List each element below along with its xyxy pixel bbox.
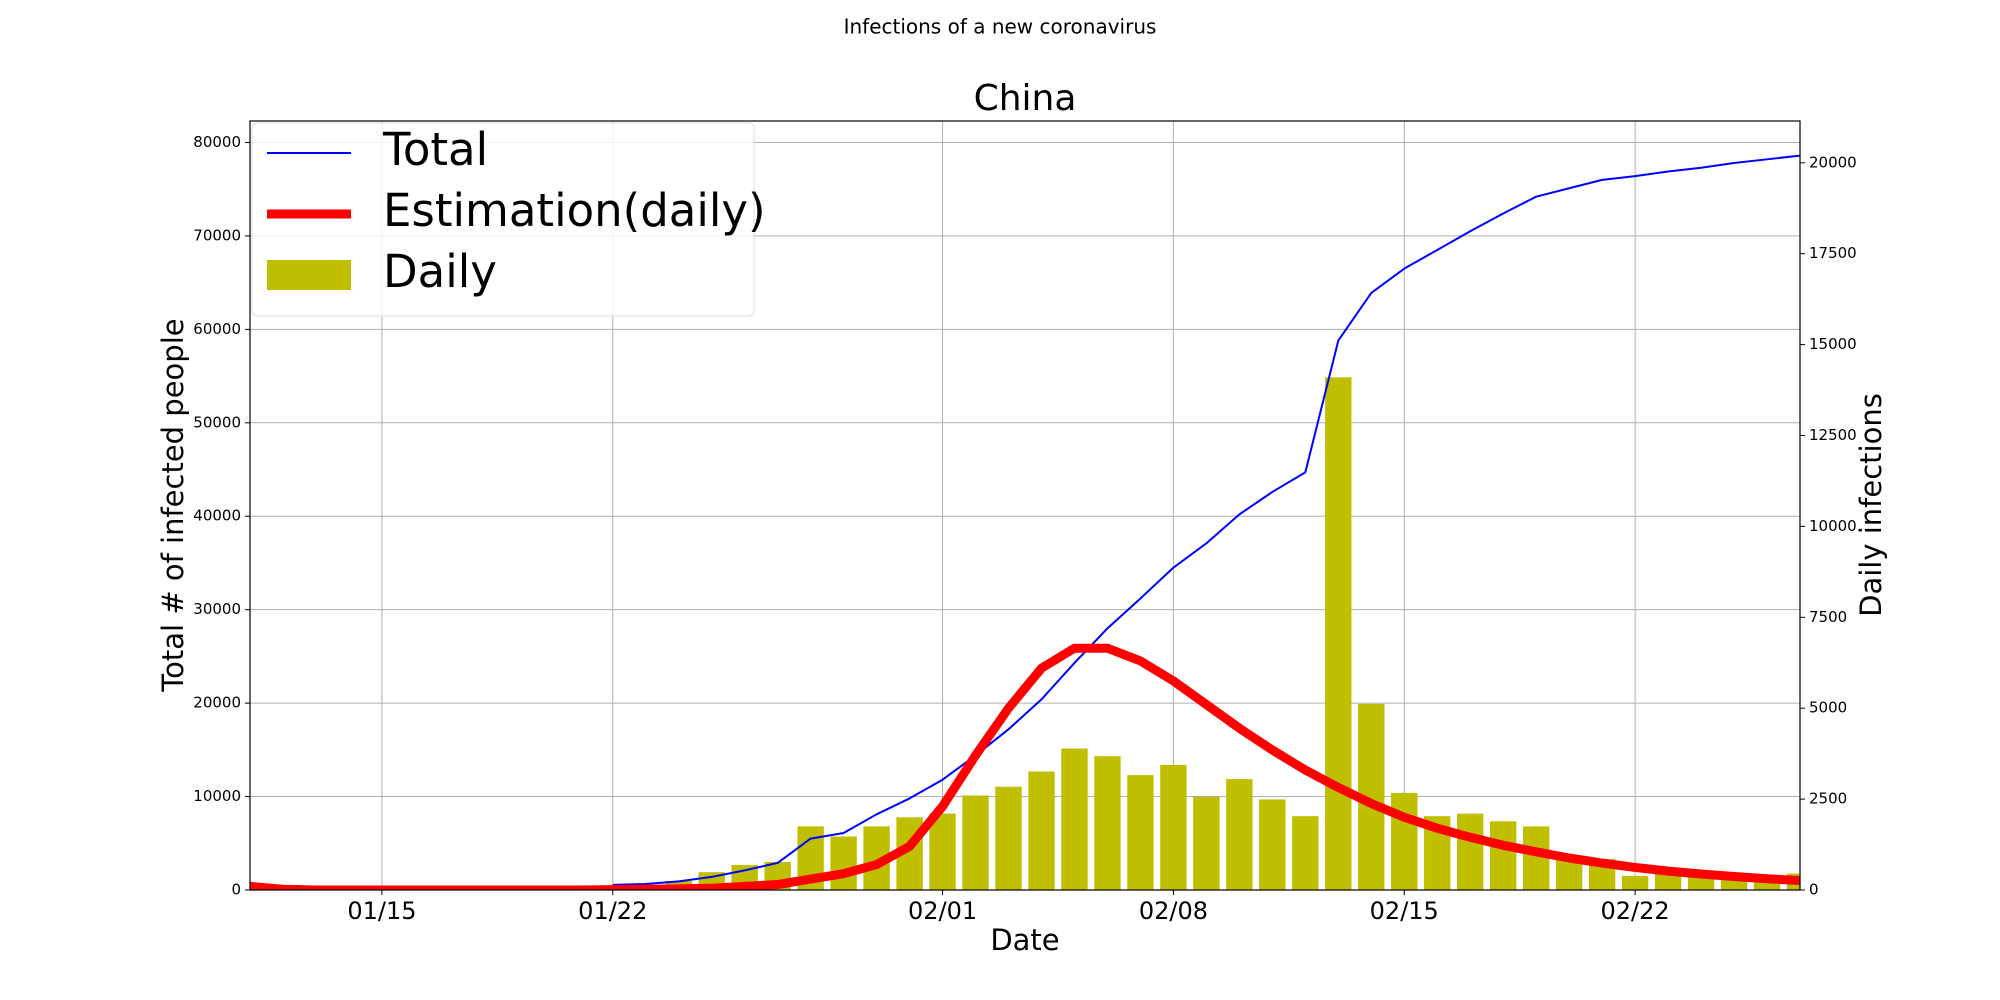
x-tick-label: 02/15 [1370, 897, 1439, 925]
y2-tick-label: 7500 [1809, 608, 1847, 626]
bar [995, 786, 1022, 890]
y-tick-label: 70000 [193, 226, 241, 244]
y2-tick-label: 20000 [1809, 153, 1857, 171]
plot-area [250, 154, 1800, 890]
legend-swatch [267, 260, 351, 290]
y-tick-label: 50000 [193, 413, 241, 431]
bar [1457, 813, 1484, 890]
suptitle: Infections of a new coronavirus [844, 15, 1157, 39]
legend-label: Estimation(daily) [383, 184, 766, 237]
plot-frame [249, 120, 1801, 891]
bar [1391, 792, 1418, 890]
y-axis-label: Total # of infected people [156, 318, 190, 692]
y2-tick-label: 12500 [1809, 426, 1857, 444]
bar [1028, 771, 1055, 890]
line [250, 643, 1800, 890]
legend-label: Total [382, 123, 488, 176]
y-tick-label: 40000 [193, 507, 241, 525]
bar [1325, 377, 1352, 890]
bar [1193, 796, 1220, 890]
legend: Total Estimation(daily) Daily [251, 122, 766, 317]
bar [830, 836, 857, 890]
legend-box [251, 122, 755, 317]
x-tick-label: 01/22 [578, 897, 647, 925]
bar [1292, 816, 1319, 890]
y-tick-label: 60000 [193, 320, 241, 338]
bar [1522, 826, 1550, 890]
y-tick-label: 10000 [193, 787, 241, 805]
line [612, 154, 1800, 886]
bar [1094, 756, 1121, 890]
bar [1621, 875, 1649, 890]
y2-tick-label: 5000 [1809, 699, 1847, 717]
bar [1490, 821, 1517, 890]
bar [1259, 799, 1286, 890]
y2-tick-label: 2500 [1809, 790, 1847, 808]
x-axis-label: Date [990, 923, 1059, 957]
y2-tick-label: 10000 [1809, 517, 1857, 535]
legend-label: Daily [383, 245, 497, 298]
chart-title: China [974, 78, 1077, 119]
bar [929, 813, 956, 890]
bar [1061, 748, 1088, 890]
x-tick-label: 01/15 [347, 897, 416, 925]
y-tick-label: 20000 [193, 694, 241, 712]
x-tick-label: 02/22 [1601, 897, 1670, 925]
bar [1127, 775, 1154, 890]
bar [1226, 779, 1253, 890]
y2-tick-label: 15000 [1809, 335, 1857, 353]
y2-tick-label: 0 [1809, 881, 1819, 899]
y-tick-label: 30000 [193, 600, 241, 618]
bar [1160, 764, 1187, 890]
y2-tick-label: 17500 [1809, 244, 1857, 262]
x-tick-label: 02/01 [908, 897, 977, 925]
x-tick-label: 02/08 [1139, 897, 1208, 925]
y-tick-label: 80000 [193, 133, 241, 151]
bar [962, 795, 989, 890]
y2-axis-label: Daily infections [1854, 393, 1888, 617]
y-tick-label: 0 [231, 881, 241, 899]
